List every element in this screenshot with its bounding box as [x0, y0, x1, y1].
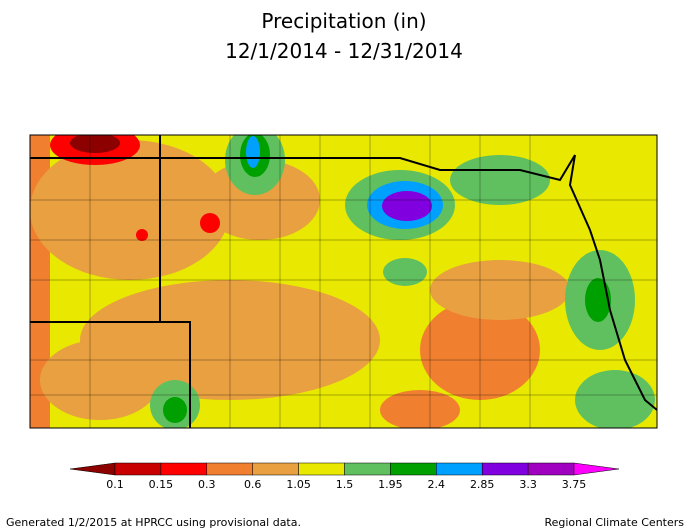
legend-swatch — [481, 462, 529, 476]
legend-swatch — [298, 462, 345, 476]
legend-label: 2.4 — [428, 478, 446, 491]
legend-swatch — [206, 462, 253, 476]
legend-label: 1.5 — [336, 478, 354, 491]
map-frame — [29, 134, 658, 429]
footer-right: Regional Climate Centers — [544, 516, 684, 529]
title: Precipitation (in) — [261, 9, 426, 33]
legend-arrow — [573, 462, 620, 476]
legend-label: 3.3 — [519, 478, 537, 491]
legend-swatch — [527, 462, 575, 476]
legend-arrow — [69, 462, 116, 476]
legend-label: 1.05 — [286, 478, 311, 491]
period: 12/1/2014 - 12/31/2014 — [225, 39, 463, 63]
legend-label: 0.6 — [244, 478, 262, 491]
legend-label: 0.15 — [149, 478, 174, 491]
legend-label: 2.85 — [470, 478, 495, 491]
map — [30, 135, 657, 428]
footer-left: Generated 1/2/2015 at HPRCC using provis… — [6, 516, 301, 529]
legend-swatch — [114, 462, 162, 476]
legend-label: 1.95 — [378, 478, 403, 491]
legend-swatch — [390, 462, 437, 476]
legend-swatch — [436, 462, 483, 476]
legend: 0.1 0.15 0.3 0.6 1.05 1.5 1.95 2.4 2.85 3.3 3.75 — [69, 462, 620, 491]
legend-swatch — [160, 462, 208, 476]
legend-swatch — [252, 462, 299, 476]
legend-label: 0.1 — [106, 478, 124, 491]
legend-label: 3.75 — [562, 478, 587, 491]
legend-label: 0.3 — [198, 478, 216, 491]
legend-swatch — [344, 462, 391, 476]
